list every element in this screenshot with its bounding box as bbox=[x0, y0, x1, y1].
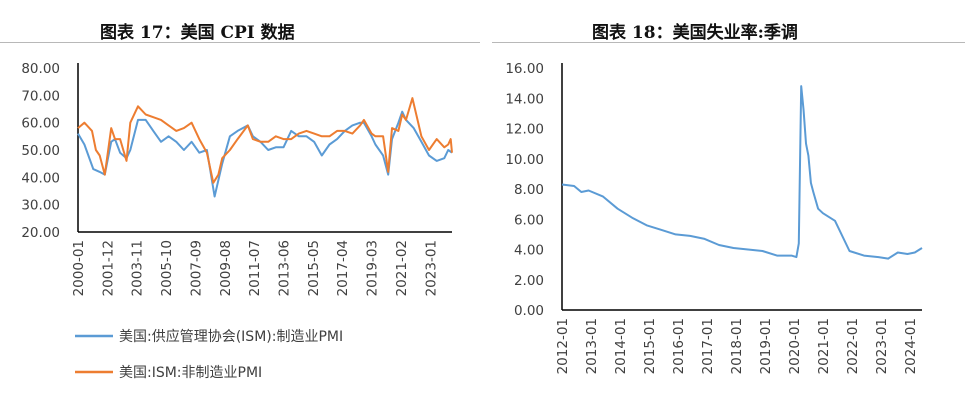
y-tick-label: 0.00 bbox=[514, 303, 544, 319]
x-tick-label: 2023-01 bbox=[874, 318, 890, 374]
y-tick-label: 20.00 bbox=[21, 225, 60, 241]
x-tick-label: 2013-06 bbox=[277, 240, 293, 296]
x-tick-label: 2015-05 bbox=[306, 240, 322, 296]
y-tick-label: 70.00 bbox=[21, 88, 60, 104]
y-tick-label: 8.00 bbox=[514, 182, 544, 198]
x-tick-label: 2020-01 bbox=[787, 318, 803, 374]
x-tick-label: 2011-07 bbox=[247, 240, 263, 296]
series-line bbox=[77, 97, 453, 184]
x-tick-label: 2007-09 bbox=[188, 240, 204, 296]
x-tick-label: 2009-08 bbox=[218, 240, 234, 296]
y-tick-label: 40.00 bbox=[21, 170, 60, 186]
legend-label: 美国:供应管理协会(ISM):制造业PMI bbox=[119, 328, 343, 345]
chart-18-title: 图表 18：美国失业率:季调 bbox=[592, 23, 798, 43]
x-tick-label: 2016-01 bbox=[671, 318, 687, 374]
y-tick-label: 30.00 bbox=[21, 198, 60, 214]
x-tick-label: 2012-01 bbox=[555, 318, 571, 374]
y-tick-label: 16.00 bbox=[505, 61, 544, 77]
x-tick-label: 2022-01 bbox=[845, 318, 861, 374]
y-tick-label: 10.00 bbox=[505, 152, 544, 168]
divider bbox=[0, 42, 480, 43]
x-tick-label: 2001-12 bbox=[100, 240, 116, 296]
chart-17-title: 图表 17：美国 CPI 数据 bbox=[100, 23, 295, 43]
x-tick-label: 2024-01 bbox=[903, 318, 919, 374]
y-tick-label: 6.00 bbox=[514, 212, 544, 228]
y-tick-label: 4.00 bbox=[514, 243, 544, 259]
x-tick-label: 2021-01 bbox=[816, 318, 832, 374]
y-tick-label: 60.00 bbox=[21, 116, 60, 132]
y-tick-label: 12.00 bbox=[505, 122, 544, 138]
x-tick-label: 2021-02 bbox=[394, 240, 410, 296]
x-tick-label: 2005-10 bbox=[159, 240, 175, 296]
x-tick-label: 2017-04 bbox=[335, 240, 351, 296]
x-tick-label: 2003-11 bbox=[130, 240, 146, 296]
series-line bbox=[561, 85, 923, 260]
y-tick-label: 2.00 bbox=[514, 273, 544, 289]
legend-label: 美国:ISM:非制造业PMI bbox=[119, 365, 262, 381]
x-tick-label: 2013-01 bbox=[584, 318, 600, 374]
x-tick-label: 2015-01 bbox=[642, 318, 658, 374]
x-tick-label: 2018-01 bbox=[729, 318, 745, 374]
series-line bbox=[77, 110, 453, 198]
divider bbox=[492, 42, 965, 43]
x-tick-label: 2019-01 bbox=[758, 318, 774, 374]
x-tick-label: 2017-01 bbox=[700, 318, 716, 374]
y-tick-label: 50.00 bbox=[21, 143, 60, 159]
y-tick-label: 80.00 bbox=[21, 61, 60, 77]
y-tick-label: 14.00 bbox=[505, 91, 544, 107]
x-tick-label: 2014-01 bbox=[613, 318, 629, 374]
x-tick-label: 2019-03 bbox=[365, 240, 381, 296]
x-tick-label: 2023-01 bbox=[423, 240, 439, 296]
x-tick-label: 2000-01 bbox=[71, 240, 87, 296]
